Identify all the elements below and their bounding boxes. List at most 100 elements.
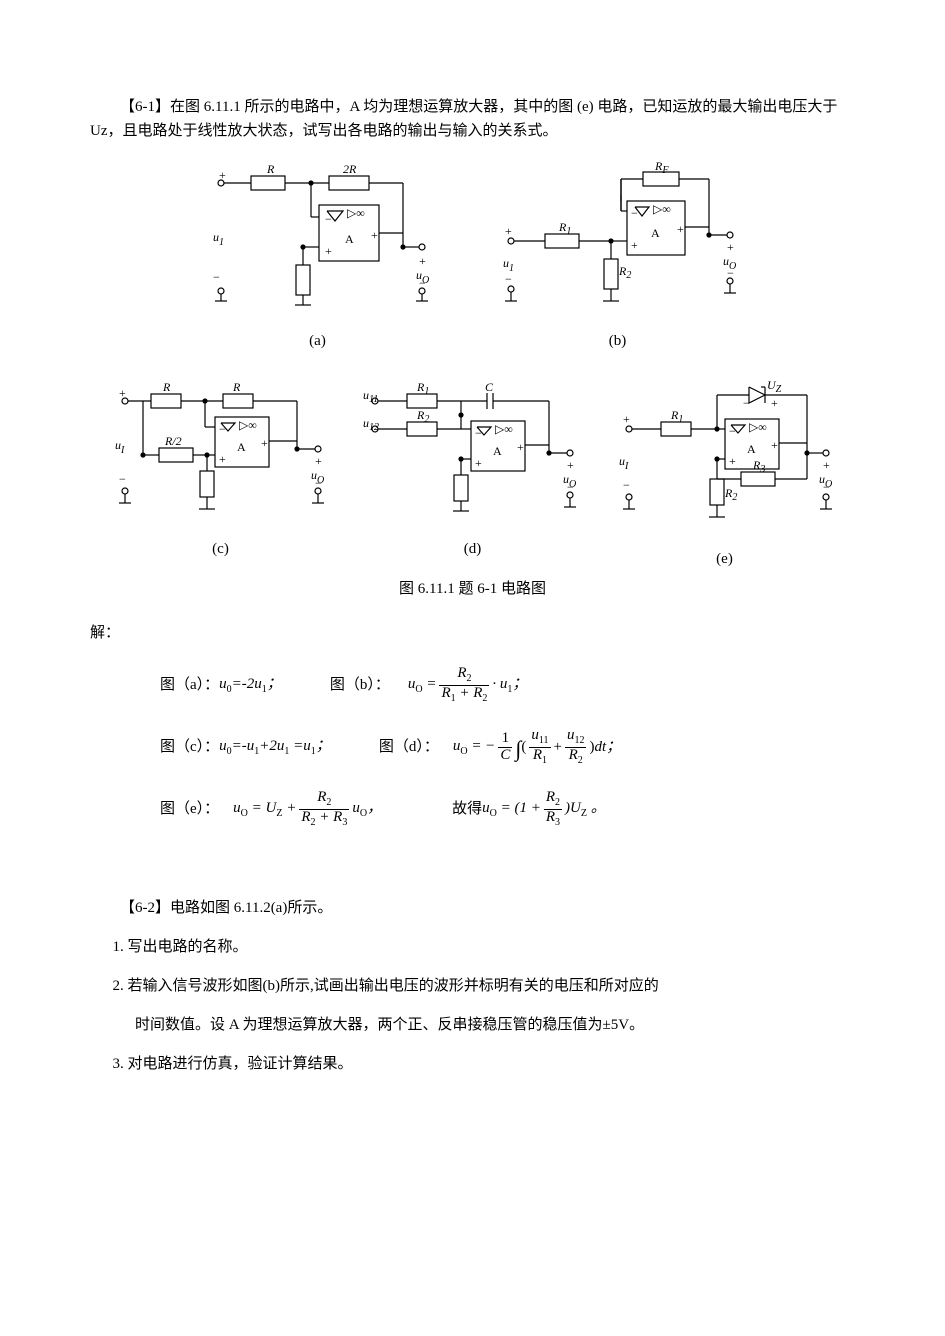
- label-R-c1: R: [162, 380, 171, 394]
- label-minus-d: −: [475, 426, 482, 440]
- label-Aplus-b: +: [677, 222, 684, 236]
- label-pin-c: +: [119, 386, 126, 400]
- circuit-c: R R R/2 ▷∞ − + A + + uI − + uO −: [111, 379, 331, 529]
- label-Aplus-e: +: [771, 438, 778, 452]
- solution-line-cd: 图（c）： u0=-u1+2u1 =u1； 图（d）： uO = − 1 C ∫…: [160, 721, 855, 773]
- sol-e-tail: 故得: [452, 797, 482, 821]
- sol-d-frac2: u11 R1: [529, 728, 550, 766]
- label-2R: 2R: [343, 162, 357, 176]
- label-R2-e: R2: [724, 486, 737, 503]
- label-plus: +: [219, 168, 226, 182]
- sol-c-prefix: 图（c）：: [160, 735, 219, 759]
- label-plus-d: +: [475, 456, 482, 470]
- solution-line-e: 图（e）： uO = UZ + R2 R2 + R3 uO， 故得 uO = (…: [160, 783, 855, 835]
- problem-6-2-item2a: 2. 若输入信号波形如图(b)所示,试画出输出电压的波形并标明有关的电压和所对应…: [113, 974, 856, 998]
- sol-c-expr: u0=-u1+2u1 =u1；: [219, 734, 331, 760]
- sol-d-prefix: 图（d）：: [379, 735, 439, 759]
- label-minus-c: −: [219, 422, 226, 436]
- label-ui-c: uI: [115, 438, 125, 456]
- label-u11: u11: [363, 388, 378, 405]
- label-uop-c: +: [315, 454, 322, 468]
- sol-e-frac1: R2 R2 + R3: [299, 790, 349, 828]
- label-Aplus: +: [371, 228, 378, 242]
- solution-line-ab: 图（a）： u0=-2u1； 图（b）： uO = R2 R1 + R2 · u…: [160, 659, 855, 711]
- label-Aplus-c: +: [261, 436, 268, 450]
- integral-sign: ∫: [515, 731, 521, 766]
- label-ui-e: uI: [619, 454, 629, 472]
- label-pin-e: +: [623, 412, 630, 426]
- label-minus-in-b: −: [631, 206, 638, 220]
- label-uom-d: −: [567, 480, 574, 494]
- fig-e-label: (e): [716, 547, 733, 571]
- label-uom-e: −: [823, 480, 830, 494]
- problem-6-2-item3: 3. 对电路进行仿真，验证计算结果。: [113, 1052, 856, 1076]
- label-A-e: A: [747, 442, 756, 456]
- figure-a-col: + R 2R ▷∞ − + A + u1 − + uO − (a): [203, 161, 433, 353]
- label-C-d: C: [485, 380, 494, 394]
- label-uop-e: +: [823, 458, 830, 472]
- sol-b-tail: · u1；: [492, 672, 527, 698]
- problem-6-2-item2b: 时间数值。设 A 为理想运算放大器，两个正、反串接稳压管的稳压值为±5V。: [135, 1013, 855, 1037]
- solution-label: 解：: [90, 621, 855, 645]
- label-A-b: A: [651, 226, 660, 240]
- label-uop-d: +: [567, 458, 574, 472]
- label-zminus: −: [743, 396, 750, 410]
- label-ui: u1: [213, 230, 224, 248]
- label-uo-minus-b: −: [727, 266, 734, 280]
- problem-6-2-heading: 【6-2】电路如图 6.11.2(a)所示。: [90, 896, 855, 920]
- label-minus-in: −: [325, 212, 332, 226]
- sol-e-lhs: uO = UZ +: [233, 796, 296, 822]
- label-plus-b: +: [505, 224, 512, 238]
- figure-b-col: RF R1 R2 ▷∞ − + A + + u1 − + uO − (b): [493, 161, 743, 353]
- sol-d-dt: dt；: [594, 735, 621, 759]
- label-minus-e: −: [729, 424, 736, 438]
- sol-b-frac: R2 R1 + R2: [439, 666, 489, 704]
- sol-b-prefix: 图（b）：: [330, 673, 390, 697]
- circuit-a: + R 2R ▷∞ − + A + u1 − + uO −: [203, 161, 433, 321]
- sol-d-lhs: uO = −: [453, 734, 495, 760]
- figure-row-2: R R R/2 ▷∞ − + A + + uI − + uO − (c): [90, 379, 855, 571]
- label-uiminus: −: [213, 270, 220, 284]
- fig-c-label: (c): [212, 537, 229, 561]
- label-uo-plus: +: [419, 254, 426, 268]
- label-plus-in-b: +: [631, 238, 638, 252]
- figure-row-1: + R 2R ▷∞ − + A + u1 − + uO − (a): [90, 161, 855, 353]
- problem-6-1-text: 【6-1】在图 6.11.1 所示的电路中，A 均为理想运算放大器，其中的图 (…: [90, 95, 855, 143]
- fig-a-label: (a): [309, 329, 326, 353]
- problem-6-2-item1: 1. 写出电路的名称。: [113, 935, 856, 959]
- sol-e-frac2: R2 R3: [544, 790, 562, 828]
- label-inf-c: ▷∞: [239, 418, 257, 432]
- circuit-e: UZ − + R1 R2 R3 ▷∞ − + A + + uI − + uO −: [615, 379, 835, 539]
- label-uo-plus-b: +: [727, 240, 734, 254]
- label-inf-d: ▷∞: [495, 422, 513, 436]
- sol-e-rhs1: uO，: [352, 796, 382, 822]
- figure-e-col: UZ − + R1 R2 R3 ▷∞ − + A + + uI − + uO −…: [615, 379, 835, 571]
- label-Aplus-d: +: [517, 440, 524, 454]
- figure-d-col: u11 u12 R1 R2 C ▷∞ − + A + + uO − (d): [363, 379, 583, 571]
- sol-e-lhs2: uO = (1 +: [482, 796, 541, 822]
- figure-c-col: R R R/2 ▷∞ − + A + + uI − + uO − (c): [111, 379, 331, 571]
- label-plus-e: +: [729, 454, 736, 468]
- sol-a-prefix: 图（a）：: [160, 673, 219, 697]
- sol-d-frac1: 1 C: [498, 731, 512, 764]
- label-minus-b: −: [505, 272, 512, 286]
- label-plus-c: +: [219, 452, 226, 466]
- label-min-e: −: [623, 478, 630, 492]
- label-R2: R2: [618, 264, 631, 281]
- label-inf-b: ▷∞: [653, 202, 671, 216]
- circuit-b: RF R1 R2 ▷∞ − + A + + u1 − + uO −: [493, 161, 743, 321]
- figure-caption: 图 6.11.1 题 6-1 电路图: [90, 577, 855, 601]
- label-A-c: A: [237, 440, 246, 454]
- sol-b-expr: uO =: [408, 672, 437, 698]
- sol-d-plus: +: [554, 735, 562, 759]
- fig-d-label: (d): [464, 537, 482, 561]
- label-RF: RF: [654, 161, 669, 176]
- sol-a-expr: u0=-2u1；: [219, 672, 282, 698]
- label-zplus: +: [771, 396, 778, 410]
- sol-d-paren-l: (: [521, 735, 526, 759]
- label-plus-in: +: [325, 244, 332, 258]
- fig-b-label: (b): [609, 329, 627, 353]
- label-min-c: −: [119, 472, 126, 486]
- label-inf-e: ▷∞: [749, 420, 767, 434]
- label-uom-c: −: [315, 476, 322, 490]
